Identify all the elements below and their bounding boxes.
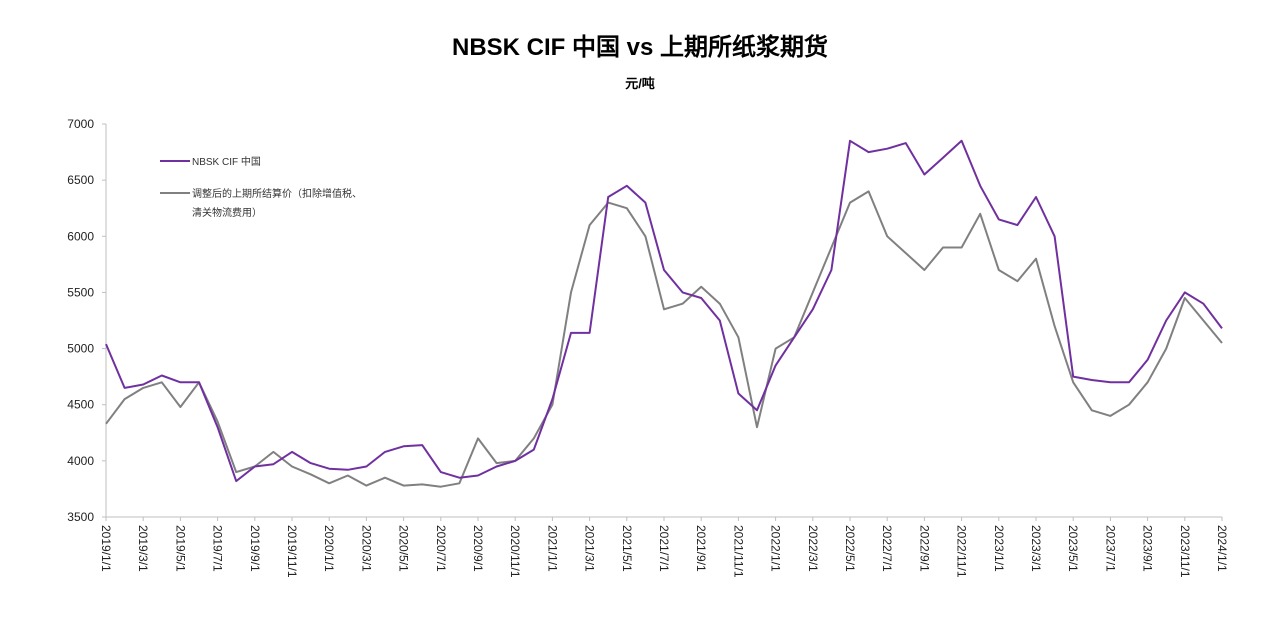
x-tick-label: 2023/5/1 [1066, 525, 1080, 572]
x-tick-label: 2022/5/1 [843, 525, 857, 572]
x-tick-label: 2022/7/1 [880, 525, 894, 572]
axes: 3500 4000 4500 5000 5500 6000 6500 7000 2019/1/1… [67, 117, 1229, 578]
y-unit-label: 元/吨 [625, 76, 655, 91]
x-tick-label: 2020/1/1 [322, 525, 336, 572]
x-tick-label: 2020/11/1 [508, 525, 522, 578]
x-tick-label: 2019/9/1 [248, 525, 262, 572]
y-tick-label: 4500 [67, 398, 94, 412]
x-tick-label: 2019/7/1 [211, 525, 225, 572]
x-tick-label: 2020/9/1 [471, 525, 485, 572]
x-tick-label: 2020/7/1 [434, 525, 448, 572]
x-tick-label: 2019/1/1 [99, 525, 113, 572]
x-tick-label: 2021/9/1 [694, 525, 708, 572]
series-line-nbsk [105, 139, 1223, 483]
x-tick-label: 2020/5/1 [397, 525, 411, 572]
x-tick-label: 2022/11/1 [955, 525, 969, 578]
x-tick-label: 2022/3/1 [806, 525, 820, 572]
legend-label-nbsk: NBSK CIF 中国 [192, 155, 261, 168]
y-tick-label: 6000 [67, 229, 94, 243]
x-tick-label: 2019/11/1 [285, 525, 299, 578]
x-tick-label: 2021/3/1 [583, 525, 597, 572]
x-tick-label: 2019/3/1 [136, 525, 150, 572]
x-tick-label: 2023/3/1 [1029, 525, 1043, 572]
x-tick-label: 2021/7/1 [657, 525, 671, 572]
y-tick-label: 4000 [67, 454, 94, 468]
series-line-shfe [105, 190, 1223, 488]
x-tick-label: 2021/11/1 [731, 525, 745, 578]
y-tick-label: 5500 [67, 285, 94, 299]
x-tick-label: 2024/1/1 [1215, 525, 1229, 572]
legend: NBSK CIF 中国 调整后的上期所结算价（扣除增值税、 清关物流费用） [160, 155, 362, 219]
chart-title: NBSK CIF 中国 vs 上期所纸浆期货 [452, 33, 828, 61]
x-tick-label: 2023/7/1 [1103, 525, 1117, 572]
y-tick-label: 6500 [67, 173, 94, 187]
x-tick-label: 2023/1/1 [992, 525, 1006, 572]
legend-label-shfe-line2: 清关物流费用） [192, 206, 262, 219]
legend-label-shfe-line1: 调整后的上期所结算价（扣除增值税、 [192, 187, 362, 200]
x-tick-label: 2023/9/1 [1141, 525, 1155, 572]
x-tick-label: 2023/11/1 [1178, 525, 1192, 578]
x-tick-label: 2022/1/1 [769, 525, 783, 572]
x-tick-label: 2020/3/1 [359, 525, 373, 572]
x-tick-label: 2022/9/1 [917, 525, 931, 572]
y-tick-label: 5000 [67, 342, 94, 356]
series-lines [105, 139, 1223, 488]
y-tick-label: 3500 [67, 510, 94, 524]
x-tick-label: 2021/1/1 [545, 525, 559, 572]
x-tick-label: 2021/5/1 [620, 525, 634, 572]
y-tick-label: 7000 [67, 117, 94, 131]
x-tick-label: 2019/5/1 [173, 525, 187, 572]
